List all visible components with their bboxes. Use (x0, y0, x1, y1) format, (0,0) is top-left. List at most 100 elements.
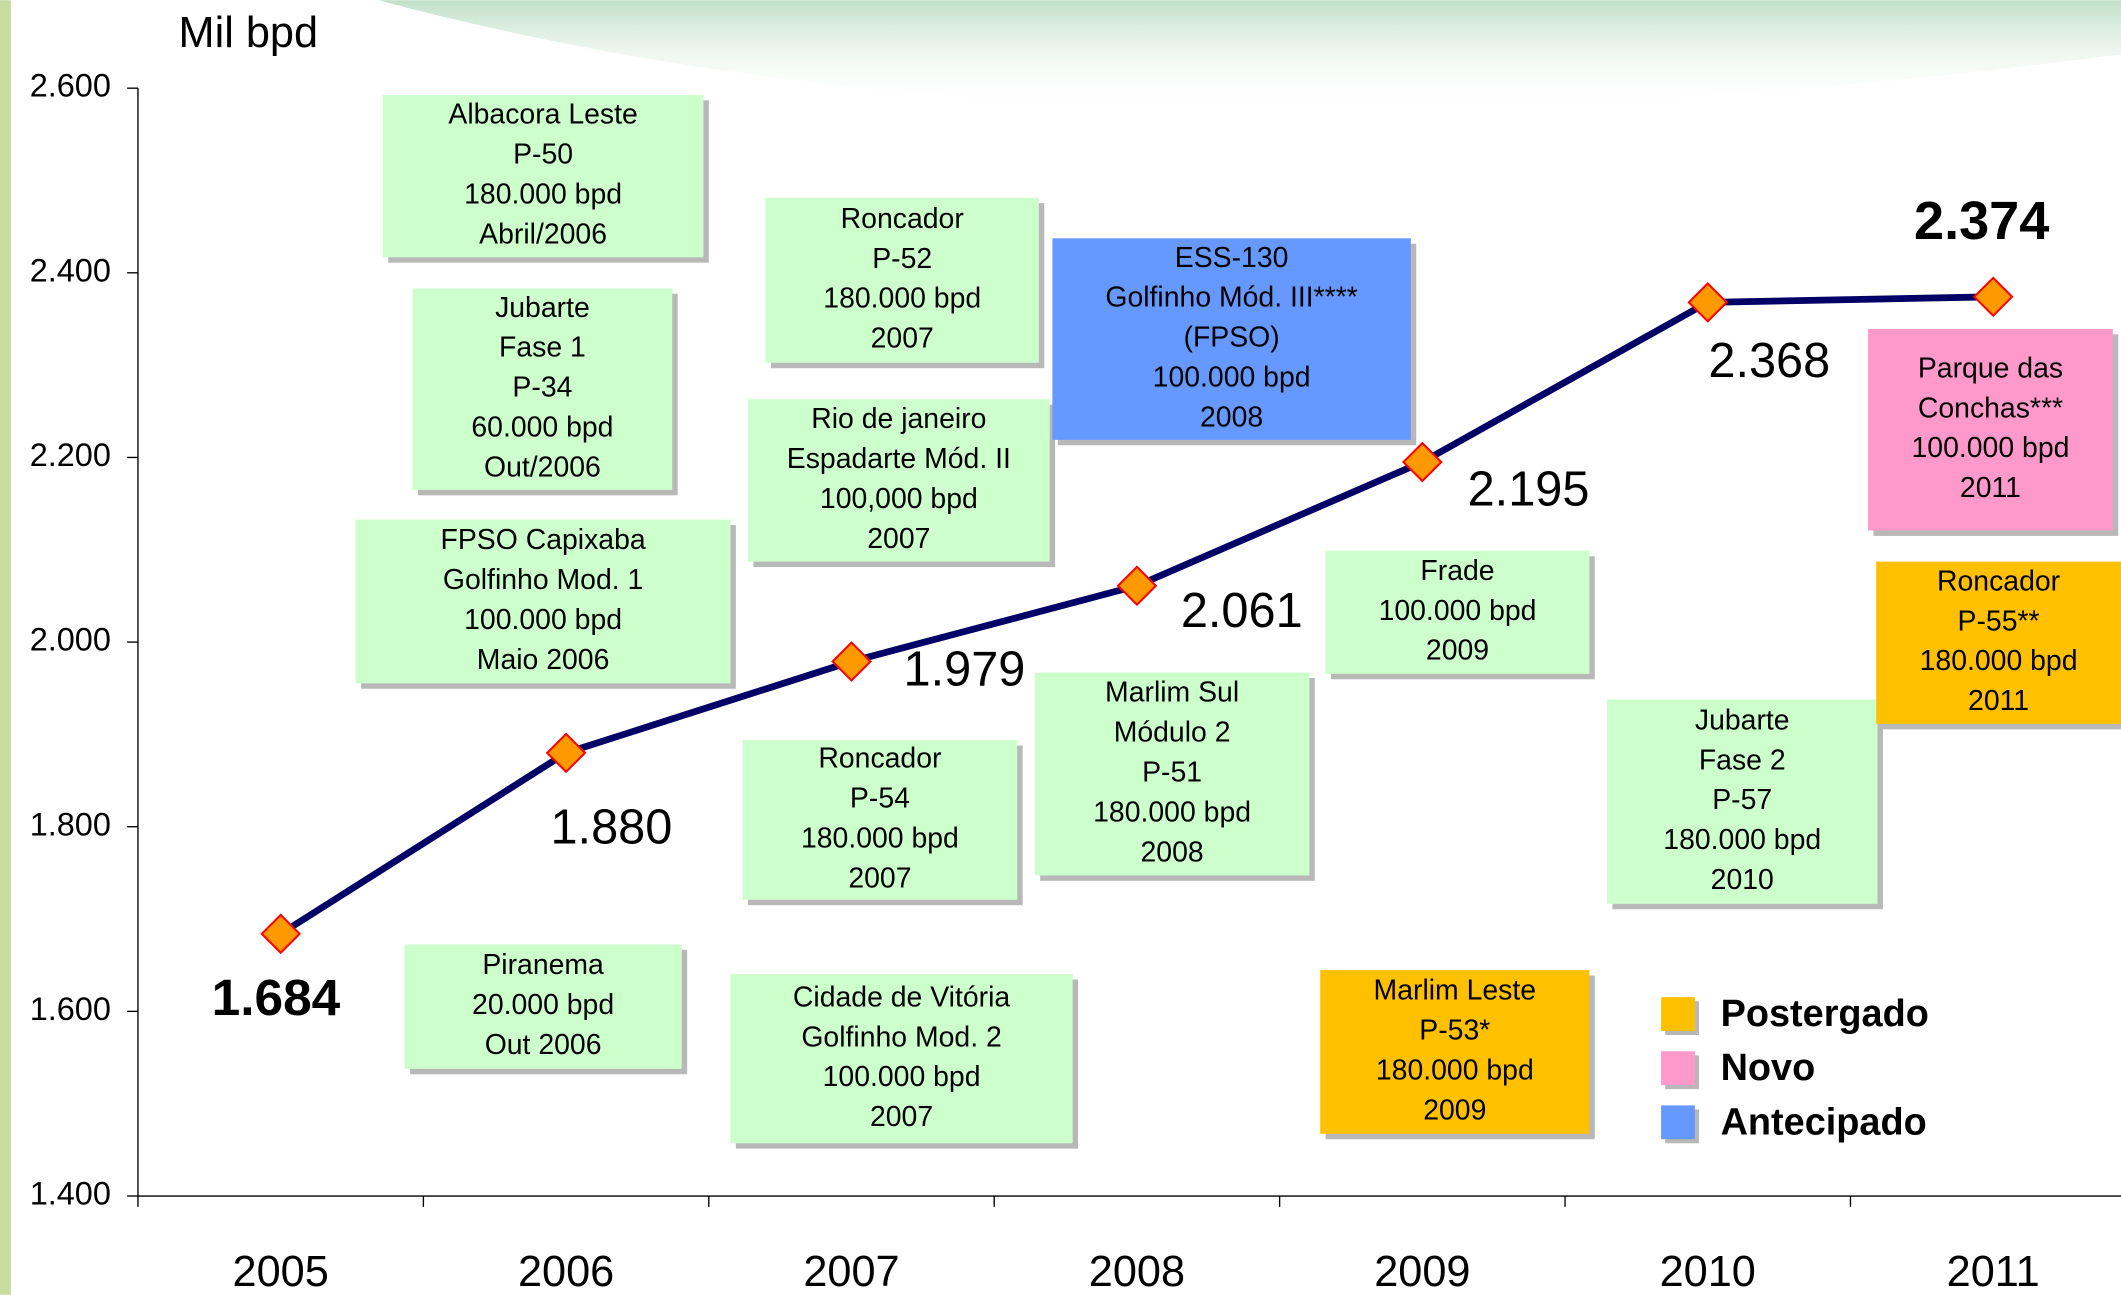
value-label: 2.195 (1468, 462, 1590, 516)
legend-label: Novo (1721, 1047, 1816, 1089)
box-text: 2007 (867, 523, 930, 555)
box-text: 180.000 bpd (801, 822, 959, 854)
legend-swatch (1661, 1105, 1695, 1140)
box (748, 399, 1050, 562)
box-text: Cidade de Vitória (793, 981, 1010, 1013)
annotation-box: Albacora Leste P-50 180.000 bpd Abril/2006 (382, 94, 709, 263)
box-text: Conchas*** (1918, 392, 2063, 424)
box-text: 2011 (1968, 685, 2029, 717)
legend-label: Antecipado (1721, 1101, 1927, 1143)
box-text: 2007 (870, 1101, 933, 1133)
box-text: Out/2006 (484, 451, 601, 483)
box-text: ESS-130 (1175, 242, 1289, 274)
top-decoration (378, 0, 2121, 111)
annotation-box: ESS-130 Golfinho Mód. III**** (FPSO) 100.00… (1052, 238, 1417, 446)
value-label: 1.979 (904, 642, 1026, 696)
value-label: 2.061 (1181, 584, 1303, 638)
box (1325, 550, 1590, 674)
box-text: Roncador (1937, 565, 2060, 597)
annotation-box: Jubarte Fase 1 P-34 60.000 bpd Out/2006 (412, 288, 678, 496)
box-text: 2008 (1141, 836, 1204, 868)
box-text: Frade (1420, 555, 1494, 587)
box-text: 2009 (1426, 635, 1489, 667)
box-text: 180.000 bpd (1376, 1054, 1534, 1086)
box-text: 2007 (848, 862, 911, 894)
box (382, 94, 704, 258)
box-text: FPSO Capixaba (441, 524, 646, 556)
y-tick-label: 1.800 (30, 806, 111, 842)
box (742, 740, 1018, 900)
box-text: Jubarte (495, 292, 590, 324)
box-text: 2010 (1711, 864, 1774, 896)
x-tick-label: 2007 (803, 1248, 899, 1295)
box-text: P-54 (850, 783, 910, 815)
box (1606, 699, 1878, 904)
box-text: P-34 (512, 372, 572, 404)
box-text: 2009 (1423, 1094, 1486, 1126)
annotation-box: Jubarte Fase 2 P-57 180.000 bpd 2010 (1606, 699, 1883, 910)
box (412, 288, 673, 490)
marker (1972, 276, 2014, 318)
box-text: P-57 (1712, 784, 1772, 816)
marker (545, 732, 587, 774)
box-text: 2007 (871, 323, 934, 355)
box-text: Albacora Leste (448, 99, 637, 131)
box-text: P-50 (513, 139, 573, 171)
box-text: Out 2006 (485, 1029, 602, 1061)
box-text: Marlim Sul (1105, 677, 1239, 709)
x-tick-label: 2011 (1947, 1248, 2040, 1295)
value-label: 2.368 (1708, 334, 1830, 388)
y-tick-label: 2.000 (30, 622, 111, 658)
value-label: 1.880 (550, 801, 672, 855)
annotation-box: Frade 100.000 bpd 2009 (1325, 550, 1595, 680)
box-text: 2011 (1960, 472, 2021, 504)
box-text: 100.000 bpd (1153, 361, 1311, 393)
box (1320, 970, 1590, 1134)
box (1052, 238, 1411, 440)
box-text: P-52 (872, 243, 932, 275)
box-text: Roncador (841, 203, 964, 235)
y-tick-label: 2.400 (30, 252, 111, 288)
box-text: Jubarte (1695, 704, 1790, 736)
box (730, 974, 1073, 1144)
box-text: 100,000 bpd (820, 483, 978, 515)
box (765, 197, 1039, 363)
annotation-box: Roncador P-54 180.000 bpd 2007 (742, 740, 1023, 906)
x-tick-label: 2010 (1660, 1248, 1756, 1295)
box-text: 60.000 bpd (471, 412, 613, 444)
y-tick-label: 2.600 (30, 68, 111, 104)
annotation-box: Marlim Sul Módulo 2 P-51 180.000 bpd 2008 (1034, 672, 1315, 881)
annotation-box: Roncador P-55** 180.000 bpd 2011 (1876, 561, 2121, 730)
box-text: 100.000 bpd (464, 604, 622, 636)
y-tick-label: 1.400 (30, 1176, 111, 1212)
box-text: Maio 2006 (477, 644, 610, 676)
y-tick-label: 2.200 (30, 437, 111, 473)
box (1034, 672, 1310, 876)
box-text: 180.000 bpd (1663, 824, 1821, 856)
value-label: 1.684 (212, 968, 341, 1026)
box-text: P-53* (1419, 1014, 1490, 1046)
box-text: 100.000 bpd (1379, 595, 1537, 627)
box (1868, 328, 2113, 531)
box-text: 2008 (1200, 401, 1263, 433)
box-text: Golfinho Mod. 2 (801, 1021, 1001, 1053)
box-text: Roncador (818, 743, 941, 775)
box-text: 180.000 bpd (1093, 796, 1251, 828)
x-tick-label: 2009 (1374, 1248, 1470, 1295)
box-text: 20.000 bpd (472, 989, 614, 1021)
annotation-box: Rio de janeiro Espadarte Mód. II 100,000 b… (748, 399, 1056, 568)
legend-swatch (1661, 1051, 1695, 1086)
box-text: (FPSO) (1184, 322, 1280, 354)
box-text: Espadarte Mód. II (787, 443, 1011, 475)
box (355, 519, 731, 684)
box-text: P-51 (1142, 756, 1202, 788)
box-text: Módulo 2 (1114, 717, 1231, 749)
marker (1401, 441, 1443, 483)
box-text: Golfinho Mód. III**** (1105, 282, 1358, 314)
box-text: 100.000 bpd (823, 1061, 981, 1093)
marker (1687, 281, 1729, 323)
side-strip (0, 0, 11, 1295)
box-text: Piranema (482, 949, 604, 981)
box-text: 180.000 bpd (823, 283, 981, 315)
